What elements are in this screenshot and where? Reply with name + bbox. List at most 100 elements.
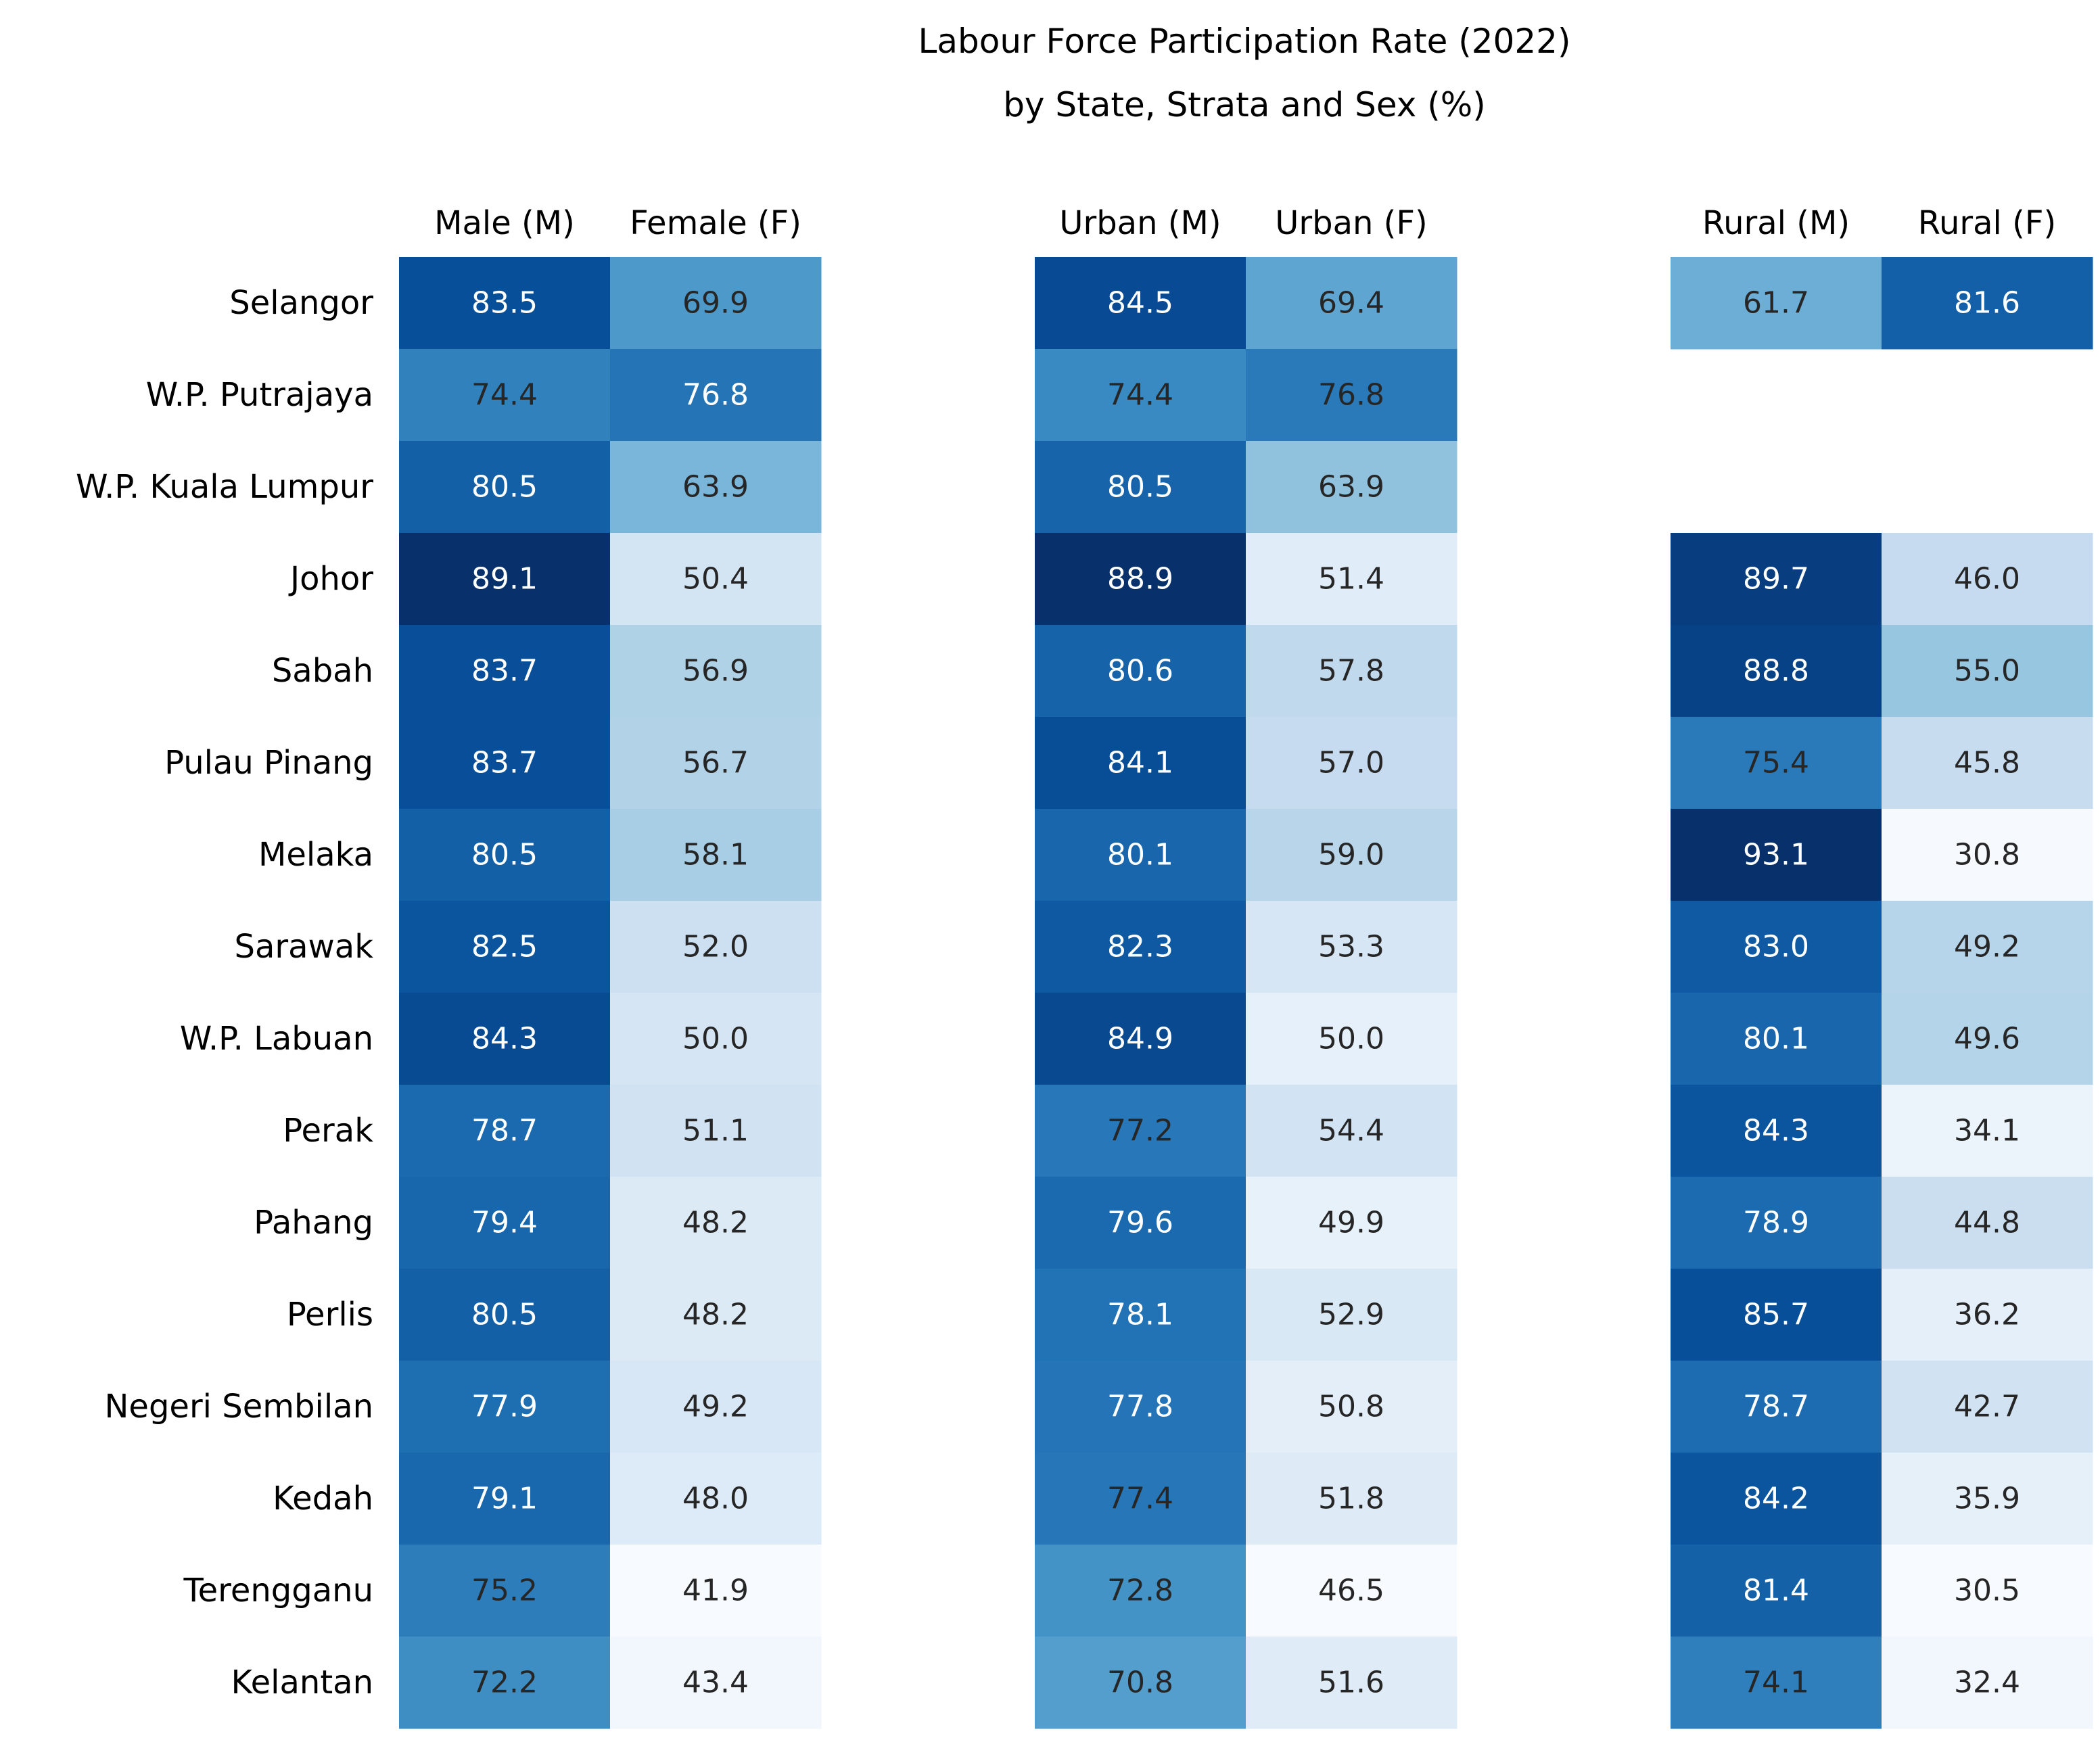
heatmap-cell — [1671, 993, 1882, 1085]
cell-value-label: 57.0 — [1318, 746, 1384, 780]
heatmap-cell — [1671, 717, 1882, 809]
heatmap-cell — [399, 1637, 611, 1729]
heatmap-group: Urban (M) Urban (F) 84.5 69.4 74.4 76.8 80.5 63… — [1035, 204, 1457, 1729]
heatmap-cell — [1246, 717, 1457, 809]
cell-value-label: 80.5 — [471, 1298, 538, 1332]
heatmap-cell — [1246, 1269, 1457, 1361]
heatmap-cell — [1035, 533, 1246, 626]
cell-value-label: 57.8 — [1318, 654, 1384, 688]
heatmap-cell — [1882, 1085, 2093, 1177]
cell-value-label: 78.7 — [471, 1114, 538, 1148]
heatmap-cell — [610, 1637, 822, 1729]
row-label: Pahang — [254, 1204, 373, 1242]
heatmap-cell — [610, 1453, 822, 1545]
cell-value-label: 35.9 — [1954, 1482, 2020, 1516]
cell-value-label: 36.2 — [1954, 1298, 2020, 1332]
cell-value-label: 46.5 — [1318, 1574, 1384, 1608]
cell-value-label: 59.0 — [1318, 838, 1384, 872]
heatmap-cell — [610, 441, 822, 534]
cell-value-label: 51.8 — [1318, 1482, 1384, 1516]
cell-value-label: 75.4 — [1743, 746, 1809, 780]
heatmap-cell — [1035, 1545, 1246, 1637]
cell-value-label: 56.7 — [682, 746, 749, 780]
cell-value-label: 84.5 — [1107, 286, 1173, 321]
cell-value-label: 83.7 — [471, 746, 538, 780]
cell-value-label: 81.4 — [1743, 1574, 1809, 1608]
heatmap-cell — [1882, 1361, 2093, 1453]
cell-value-label: 89.1 — [471, 562, 538, 596]
cell-value-label: 30.5 — [1954, 1574, 2020, 1608]
cell-value-label: 79.4 — [471, 1206, 538, 1240]
cell-value-label: 44.8 — [1954, 1206, 2020, 1240]
heatmap-cell — [1671, 1637, 1882, 1729]
heatmap-cell — [1035, 1361, 1246, 1453]
heatmap-cell — [399, 349, 611, 442]
cell-value-label: 80.5 — [471, 838, 538, 872]
heatmap-cell — [1882, 625, 2093, 718]
cell-value-label: 76.8 — [1318, 378, 1384, 413]
heatmap-cell — [1671, 1361, 1882, 1453]
cell-value-label: 55.0 — [1954, 654, 2020, 688]
heatmap-cell — [1882, 1637, 2093, 1729]
row-label: Pulau Pinang — [164, 744, 373, 782]
heatmap-cell — [1882, 1269, 2093, 1361]
cell-value-label: 51.6 — [1318, 1666, 1384, 1700]
heatmap-group: Male (M) Female (F) 83.5 69.9 74.4 76.8 80.5 63… — [399, 204, 822, 1729]
column-label: Male (M) — [434, 204, 575, 242]
cell-value-label: 52.9 — [1318, 1298, 1384, 1332]
cell-value-label: 49.6 — [1954, 1022, 2020, 1056]
heatmap-cell — [1246, 1177, 1457, 1269]
cell-value-label: 32.4 — [1954, 1666, 2020, 1700]
heatmap-cell — [1035, 901, 1246, 993]
cell-value-label: 54.4 — [1318, 1114, 1384, 1148]
cell-value-label: 42.7 — [1954, 1390, 2020, 1424]
cell-value-label: 78.9 — [1743, 1206, 1809, 1240]
heatmap-cell — [610, 1361, 822, 1453]
heatmap-cell — [1671, 257, 1882, 350]
heatmap-cell — [399, 993, 611, 1085]
row-label: Negeri Sembilan — [105, 1388, 374, 1426]
cell-value-label: 45.8 — [1954, 746, 2020, 780]
cell-value-label: 88.8 — [1743, 654, 1809, 688]
row-label: Sarawak — [235, 928, 374, 966]
cell-value-label: 69.9 — [682, 286, 749, 321]
cell-value-label: 69.4 — [1318, 286, 1384, 321]
heatmap-cell — [399, 257, 611, 350]
heatmap-cell — [399, 1085, 611, 1177]
heatmap-cell — [1671, 809, 1882, 901]
cell-value-label: 72.2 — [471, 1666, 538, 1700]
row-label: Kelantan — [231, 1664, 373, 1701]
cell-value-label: 51.4 — [1318, 562, 1384, 596]
heatmap-cell — [610, 809, 822, 901]
chart-title-line-2: by State, Strata and Sex (%) — [1003, 85, 1486, 124]
cell-value-label: 49.2 — [1954, 930, 2020, 964]
heatmap-cell — [1246, 257, 1457, 350]
heatmap-cell — [1246, 1637, 1457, 1729]
cell-value-label: 79.1 — [471, 1482, 538, 1516]
heatmap-cell — [1671, 1177, 1882, 1269]
heatmap-cell — [1671, 625, 1882, 718]
heatmap-cell — [1035, 809, 1246, 901]
heatmap-cell — [1035, 1177, 1246, 1269]
cell-value-label: 41.9 — [682, 1574, 749, 1608]
heatmap-cell — [1882, 533, 2093, 626]
heatmap-cell — [1882, 1453, 2093, 1545]
heatmap-cell — [610, 1085, 822, 1177]
cell-value-label: 80.6 — [1107, 654, 1173, 688]
heatmap-cell — [1035, 717, 1246, 809]
heatmap-cell — [1882, 809, 2093, 901]
heatmap-cell — [1035, 257, 1246, 350]
heatmap-cell — [610, 717, 822, 809]
cell-value-label: 74.4 — [1107, 378, 1173, 413]
cell-value-label: 83.0 — [1743, 930, 1809, 964]
cell-value-label: 78.1 — [1107, 1298, 1173, 1332]
heatmap-cell — [610, 1545, 822, 1637]
row-label: Johor — [288, 560, 373, 598]
cell-value-label: 48.0 — [682, 1482, 749, 1516]
cell-value-label: 84.9 — [1107, 1022, 1173, 1056]
heatmap-cell — [1882, 1545, 2093, 1637]
heatmap-cell — [399, 1177, 611, 1269]
row-label: W.P. Labuan — [180, 1020, 373, 1058]
cell-value-label: 84.1 — [1107, 746, 1173, 780]
heatmap-cell — [399, 809, 611, 901]
